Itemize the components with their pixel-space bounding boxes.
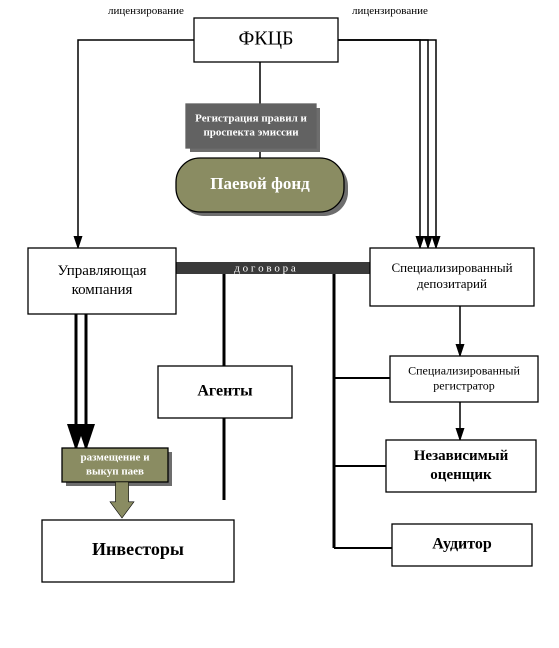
node-auditor: Аудитор — [392, 524, 532, 566]
label-licensing-right: лицензирование — [352, 5, 428, 17]
node-reg: Регистрация правил ипроспекта эмиссии — [186, 104, 320, 152]
node-reg-text: проспекта эмиссии — [203, 126, 299, 138]
node-agents: Агенты — [158, 366, 292, 418]
diagram-canvas: д о г о в о р а лицензирование лицензирова… — [0, 0, 559, 648]
node-fkcb-text: ФКЦБ — [238, 28, 293, 50]
node-appraiser-text: Независимый — [414, 448, 509, 464]
node-depo-text: Специализированный — [391, 260, 512, 275]
node-depo: Специализированныйдепозитарий — [370, 248, 534, 306]
node-investors-text: Инвесторы — [92, 539, 184, 559]
node-fund-text: Паевой фонд — [210, 174, 310, 193]
arrow-place-to-investors — [110, 482, 134, 518]
contracts-label: д о г о в о р а — [234, 263, 296, 275]
node-fund: Паевой фонд — [176, 158, 348, 216]
node-auditor-text: Аудитор — [432, 536, 492, 553]
node-appraiser: Независимый оценщик — [386, 440, 536, 492]
edge-fkcb-to-mgmt — [78, 40, 194, 248]
node-place-text: размещение и — [80, 452, 150, 464]
node-registrar-text: регистратор — [433, 378, 495, 392]
edge-fkcb-to-depo-2 — [338, 40, 428, 248]
node-reg-text: Регистрация правил и — [195, 113, 307, 125]
node-registrar: Специализированныйрегистратор — [390, 356, 538, 402]
node-mgmt-text: компания — [72, 282, 133, 298]
node-fkcb: ФКЦБ — [194, 18, 338, 62]
edge-fkcb-to-depo-1 — [338, 40, 420, 248]
node-agents-text: Агенты — [197, 383, 253, 400]
node-registrar-text: Специализированный — [408, 363, 520, 377]
label-licensing-left: лицензирование — [108, 5, 184, 17]
node-place: размещение ивыкуп паев — [62, 448, 172, 486]
node-appraiser-text: оценщик — [430, 467, 492, 483]
node-investors: Инвесторы — [42, 520, 234, 582]
node-mgmt-text: Управляющая — [57, 263, 146, 279]
edge-fkcb-to-depo-3 — [338, 40, 436, 248]
node-depo-text: депозитарий — [417, 276, 487, 291]
node-place-text: выкуп паев — [86, 465, 144, 477]
node-mgmt: Управляющая компания — [28, 248, 176, 314]
